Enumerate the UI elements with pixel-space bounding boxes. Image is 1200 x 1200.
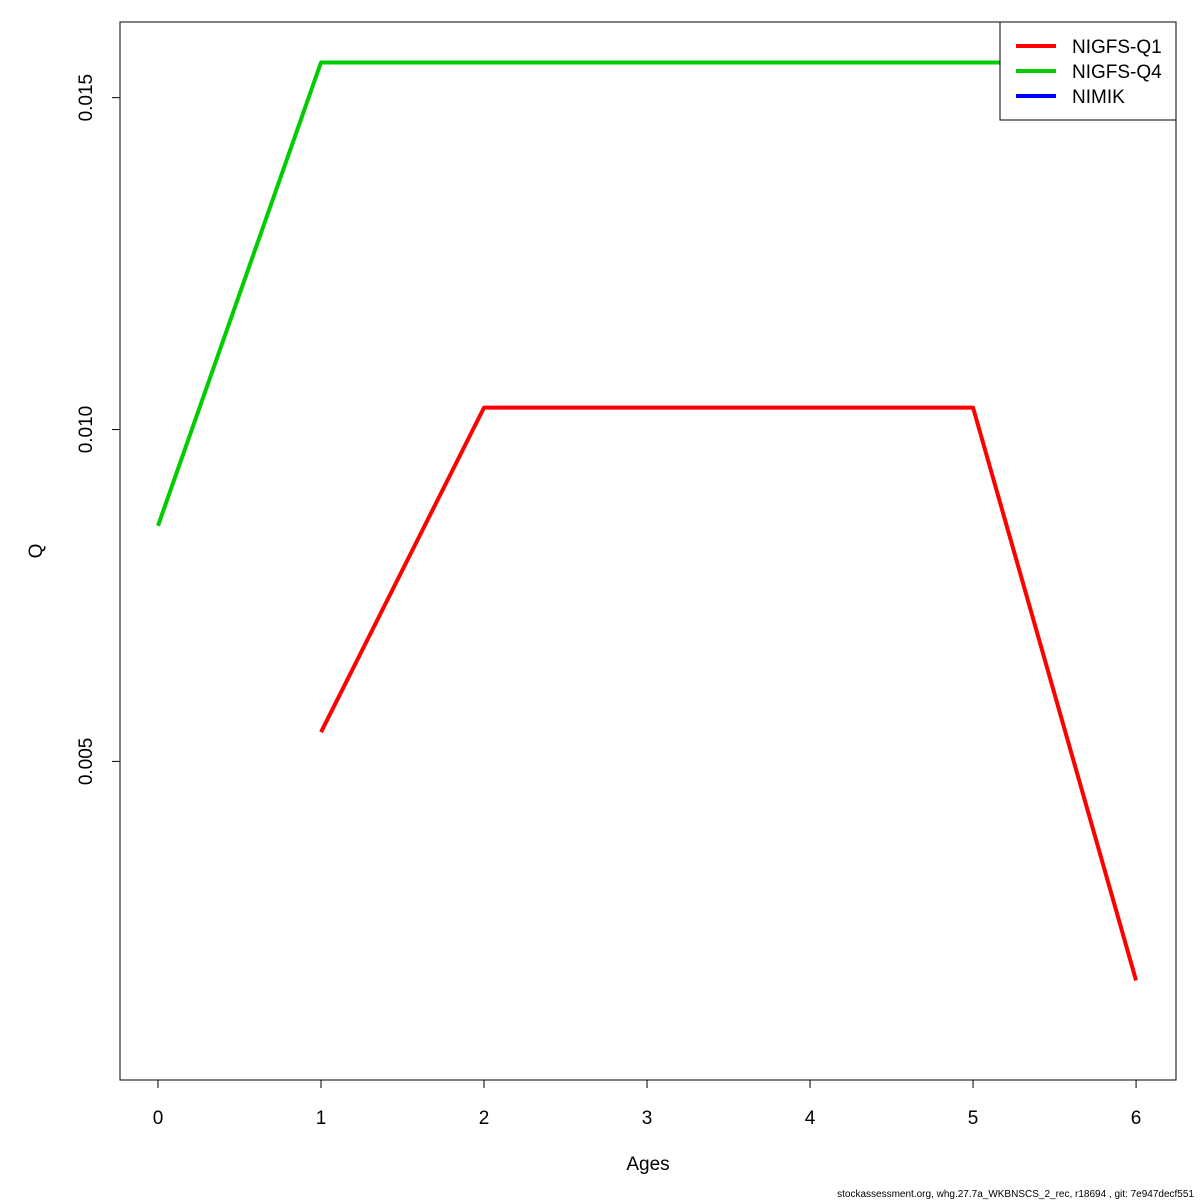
x-tick-label: 1 [316,1108,327,1129]
x-tick-label: 4 [805,1108,816,1129]
y-tick-label: 0.010 [76,406,97,454]
x-axis-label: Ages [626,1154,669,1175]
y-tick-label: 0.005 [76,738,97,786]
x-tick-label: 3 [642,1108,653,1129]
y-tick-label: 0.015 [76,74,97,122]
x-tick-label: 5 [968,1108,979,1129]
legend-label: NIMIK [1072,87,1125,108]
x-tick-label: 0 [153,1108,164,1129]
legend-label: NIGFS-Q1 [1072,37,1162,58]
legend-label: NIGFS-Q4 [1072,62,1162,83]
y-axis-label: Q [26,544,47,559]
series-line [319,405,1138,981]
series-line [156,60,1137,527]
x-tick-label: 6 [1131,1108,1142,1129]
footer: stockassessment.org, whg.27.7a_WKBNSCS_2… [837,1189,1194,1200]
x-tick-label: 2 [479,1108,490,1129]
